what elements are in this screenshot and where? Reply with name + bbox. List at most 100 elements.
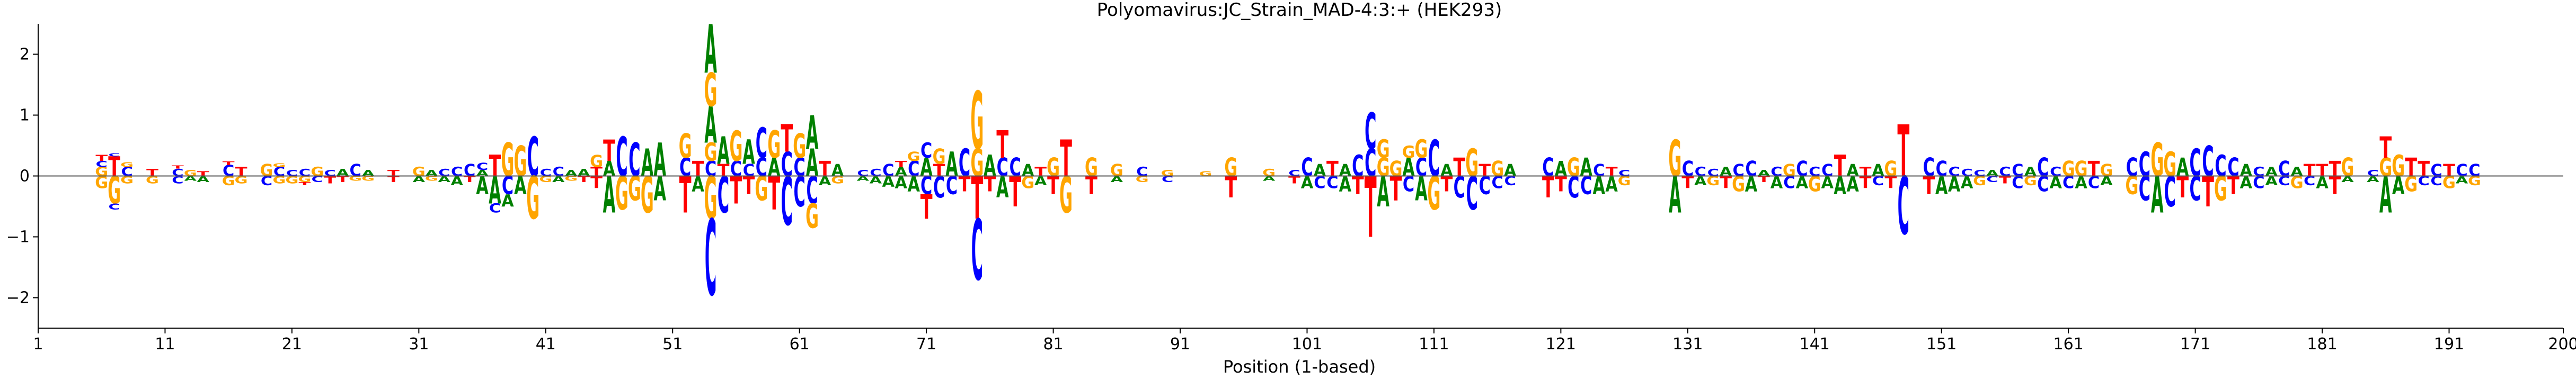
logo-letter-C: C bbox=[1580, 171, 1592, 201]
logo-letter-A: A bbox=[2456, 174, 2468, 186]
logo-letter-C: C bbox=[1428, 130, 1440, 188]
logo-letter-C: C bbox=[1732, 161, 1744, 180]
logo-letter-T: T bbox=[984, 172, 996, 196]
logo-letter-C: C bbox=[705, 157, 716, 182]
logo-letter-A: A bbox=[641, 141, 653, 185]
logo-letter-A: A bbox=[1592, 171, 1605, 201]
logo-letter-T: T bbox=[95, 153, 108, 163]
logo-letter-G: G bbox=[95, 165, 108, 179]
logo-letter-G: G bbox=[970, 76, 984, 168]
logo-letter-C: C bbox=[616, 126, 627, 189]
logo-letter-A: A bbox=[920, 153, 933, 183]
logo-letter-T: T bbox=[324, 175, 336, 186]
x-tick-label: 1 bbox=[33, 335, 43, 354]
logo-letter-G: G bbox=[311, 165, 324, 179]
logo-letter-G: G bbox=[412, 165, 426, 179]
logo-letter-T: T bbox=[489, 149, 501, 183]
logo-letter-T: T bbox=[2418, 157, 2430, 181]
logo-letter-A: A bbox=[1339, 161, 1352, 180]
logo-letter-C: C bbox=[1986, 175, 1998, 184]
logo-letter-A: A bbox=[806, 141, 818, 185]
logo-letter-T: T bbox=[1440, 172, 1453, 196]
logo-letter-C: C bbox=[1365, 141, 1376, 185]
logo-letter-T: T bbox=[959, 172, 971, 196]
logo-letter-C: C bbox=[2139, 145, 2150, 184]
logo-letter-C: C bbox=[743, 161, 755, 180]
logo-letter-C: C bbox=[2430, 161, 2442, 180]
logo-letter-C: C bbox=[1415, 153, 1427, 183]
logo-letter-T: T bbox=[1365, 159, 1377, 257]
logo-letter-T: T bbox=[768, 168, 780, 221]
logo-letter-G: G bbox=[1668, 130, 1681, 188]
logo-letter-C: C bbox=[781, 145, 793, 184]
logo-letter-T: T bbox=[1860, 164, 1872, 179]
logo-letter-C: C bbox=[794, 153, 805, 183]
logo-letter-C: C bbox=[109, 153, 120, 158]
logo-letter-T: T bbox=[387, 175, 400, 184]
logo-letter-T: T bbox=[590, 164, 603, 179]
logo-letter-C: C bbox=[1898, 161, 1909, 253]
logo-letter-T: T bbox=[1352, 171, 1364, 200]
y-tick-label: 0 bbox=[20, 167, 30, 186]
logo-letter-T: T bbox=[971, 165, 984, 233]
logo-letter-G: G bbox=[704, 138, 718, 167]
logo-letter-T: T bbox=[2304, 160, 2316, 180]
logo-letter-A: A bbox=[1022, 161, 1034, 180]
logo-letter-A: A bbox=[2075, 173, 2087, 193]
logo-letter-T: T bbox=[1453, 153, 1465, 182]
logo-letter-G: G bbox=[1884, 157, 1897, 182]
logo-letter-G: G bbox=[730, 123, 743, 171]
logo-letter-C: C bbox=[756, 120, 767, 168]
logo-letter-T: T bbox=[781, 118, 793, 161]
logo-letter-T: T bbox=[2329, 157, 2341, 181]
logo-letter-T: T bbox=[1034, 164, 1047, 179]
x-tick-label: 181 bbox=[2307, 335, 2337, 354]
y-tick-label: −2 bbox=[6, 289, 30, 307]
logo-letter-T: T bbox=[2379, 131, 2392, 165]
logo-letter-T: T bbox=[1758, 175, 1770, 184]
logo-letter-C: C bbox=[908, 157, 919, 182]
logo-letter-T: T bbox=[679, 166, 692, 225]
logo-letter-T: T bbox=[2316, 160, 2329, 180]
logo-letter-A: A bbox=[2316, 173, 2329, 193]
logo-letter-G: G bbox=[1085, 153, 1098, 183]
logo-letter-C: C bbox=[1403, 172, 1414, 196]
logo-letter-A: A bbox=[768, 153, 781, 183]
logo-letter-C: C bbox=[946, 171, 958, 201]
logo-letter-A: A bbox=[184, 175, 197, 183]
logo-letter-A: A bbox=[1694, 174, 1706, 188]
logo-letter-T: T bbox=[464, 175, 476, 184]
logo-letter-T: T bbox=[933, 160, 945, 180]
x-tick-label: 11 bbox=[155, 335, 175, 354]
logo-letter-C: C bbox=[2126, 153, 2138, 183]
logo-letter-C: C bbox=[971, 202, 983, 299]
logo-letter-C: C bbox=[2418, 174, 2429, 188]
logo-letter-C: C bbox=[2189, 141, 2201, 185]
logo-letter-C: C bbox=[959, 141, 970, 185]
logo-letter-G: G bbox=[1047, 153, 1060, 183]
logo-letter-A: A bbox=[552, 175, 565, 184]
x-axis-label: Position (1-based) bbox=[1223, 357, 1376, 377]
logo-letter-A: A bbox=[945, 145, 958, 184]
logo-letter-C: C bbox=[806, 168, 818, 212]
logo-letter-G: G bbox=[272, 174, 286, 186]
logo-letter-A: A bbox=[2151, 166, 2163, 224]
logo-letter-T: T bbox=[1681, 173, 1694, 192]
logo-letter-T: T bbox=[996, 124, 1008, 167]
logo-letter-A: A bbox=[1034, 174, 1047, 188]
logo-letter-G: G bbox=[120, 174, 134, 186]
logo-letter-G: G bbox=[2392, 150, 2405, 183]
logo-letter-A: A bbox=[984, 150, 996, 183]
logo-letter-A: A bbox=[501, 191, 514, 211]
logo-letter-T: T bbox=[590, 173, 603, 192]
logo-letter-A: A bbox=[857, 175, 870, 183]
logo-letter-T: T bbox=[2329, 171, 2341, 200]
logo-letter-G: G bbox=[615, 168, 628, 221]
logo-letter-C: C bbox=[1454, 171, 1465, 204]
logo-letter-C: C bbox=[1301, 153, 1313, 183]
logo-letter-C: C bbox=[312, 175, 323, 184]
logo-letter-A: A bbox=[1846, 161, 1859, 180]
logo-letter-A: A bbox=[1301, 173, 1314, 193]
logo-letter-C: C bbox=[1314, 173, 1325, 193]
logo-letter-C: C bbox=[1010, 153, 1021, 183]
